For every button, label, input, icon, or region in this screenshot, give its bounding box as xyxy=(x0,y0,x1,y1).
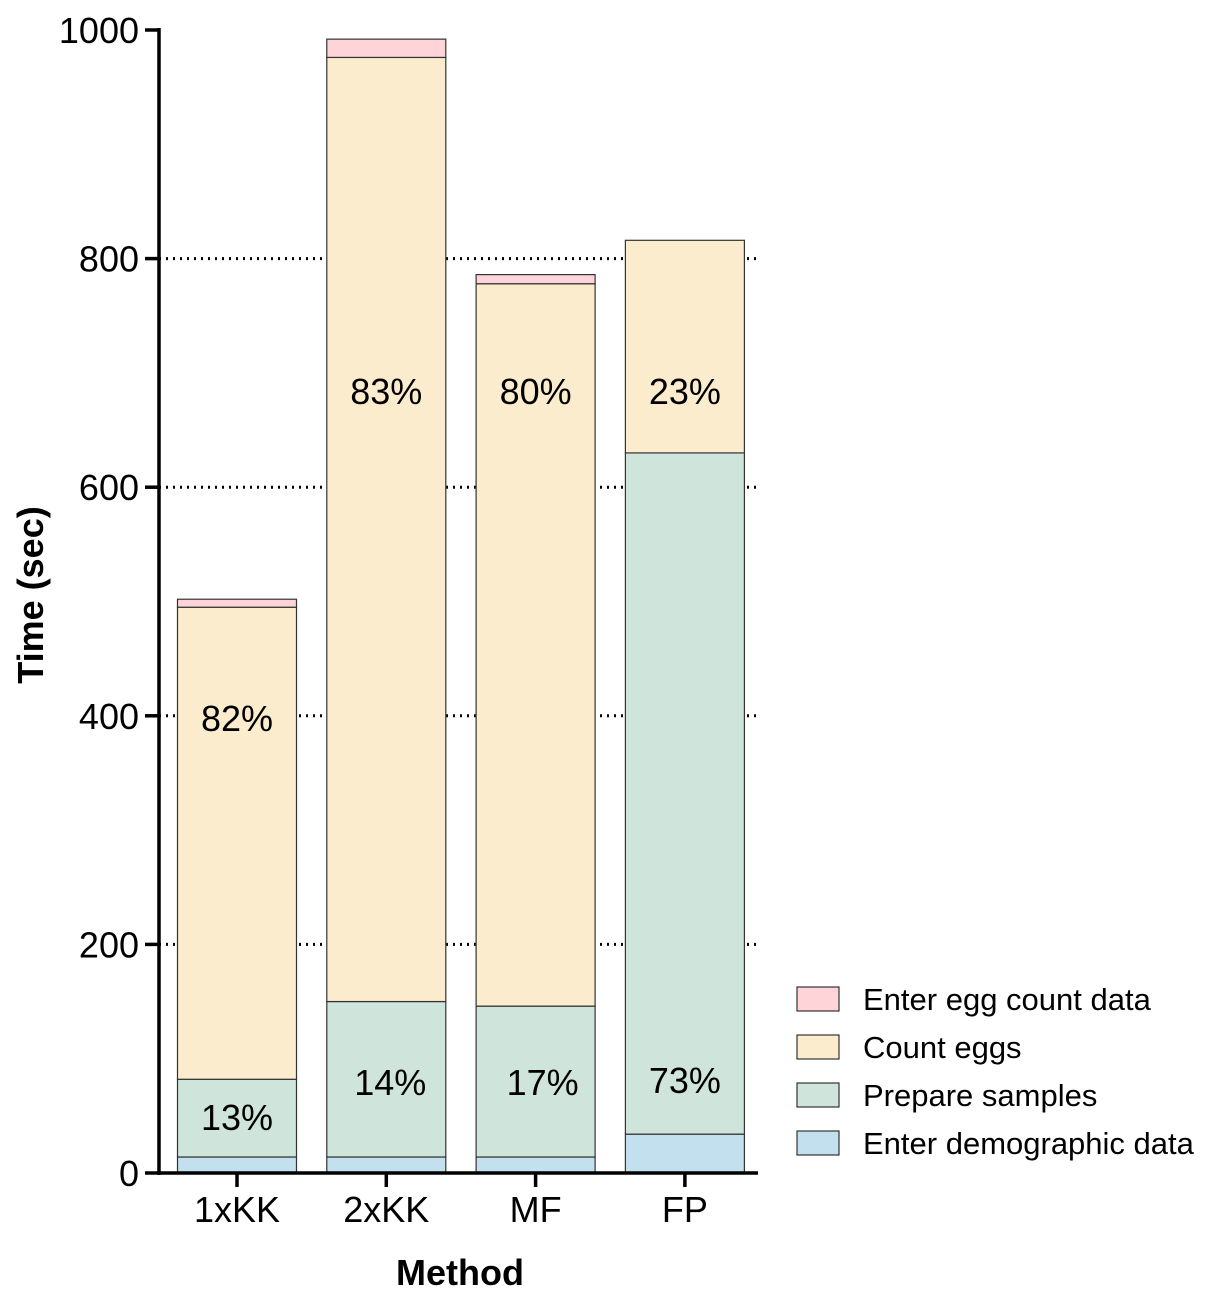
y-tick-label-1000: 1000 xyxy=(59,10,139,51)
x-axis-title: Method xyxy=(396,1252,524,1289)
percent-label-1xkk-count-eggs: 82% xyxy=(201,698,273,739)
axes: 0 200 400 600 800 1000 1xKK 2xKK MF FP xyxy=(59,10,758,1230)
bar-segment-2xKK-enter-egg-count-data xyxy=(326,38,447,59)
percent-label-1xkk-prepare-samples: 13% xyxy=(201,1097,273,1138)
bar-segment-MF-enter-demographic-data xyxy=(475,1156,596,1174)
bar-segment-MF-enter-egg-count-data xyxy=(475,274,596,285)
percent-label-fp-prepare-samples: 73% xyxy=(649,1060,721,1101)
percent-label-mf-count-eggs: 80% xyxy=(500,371,572,412)
legend-swatch-enter-egg-count-data xyxy=(796,986,840,1012)
legend-swatch-count-eggs xyxy=(796,1034,840,1060)
percent-label-2xkk-prepare-samples: 14% xyxy=(354,1062,426,1103)
y-axis-title: Time (sec) xyxy=(10,506,51,683)
y-tick-label-600: 600 xyxy=(79,467,139,508)
legend-label-enter-demographic-data: Enter demographic data xyxy=(863,1126,1195,1161)
legend-swatch-prepare-samples xyxy=(796,1082,840,1108)
bar-segment-2xKK-count-eggs xyxy=(326,56,447,1003)
x-tick-label-mf: MF xyxy=(510,1189,562,1230)
percent-label-2xkk-count-eggs: 83% xyxy=(350,371,422,412)
x-tick-label-fp: FP xyxy=(662,1189,708,1230)
legend-label-prepare-samples: Prepare samples xyxy=(863,1078,1097,1113)
bar-segment-MF-count-eggs xyxy=(475,283,596,1007)
bars xyxy=(176,38,746,1174)
bar-segment-1xKK-count-eggs xyxy=(176,606,298,1080)
bar-segment-1xKK-enter-demographic-data xyxy=(176,1156,298,1174)
y-tick-label-200: 200 xyxy=(79,924,139,965)
x-tick-label-2xkk: 2xKK xyxy=(343,1189,429,1230)
legend-swatch-enter-demographic-data xyxy=(796,1130,840,1156)
y-tick-label-400: 400 xyxy=(79,696,139,737)
bar-segment-FP-prepare-samples xyxy=(624,452,746,1135)
x-tick-label-1xkk: 1xKK xyxy=(194,1189,280,1230)
y-tick-label-800: 800 xyxy=(79,239,139,280)
bar-segment-2xKK-enter-demographic-data xyxy=(326,1156,447,1174)
legend-label-count-eggs: Count eggs xyxy=(863,1030,1022,1065)
percent-label-fp-count-eggs: 23% xyxy=(649,371,721,412)
bar-segment-1xKK-enter-egg-count-data xyxy=(176,598,298,608)
bar-segment-FP-enter-demographic-data xyxy=(624,1133,746,1174)
percent-labels: 82% 13% 83% 14% 80% 17% 23% 73% xyxy=(201,371,721,1138)
y-tick-label-0: 0 xyxy=(119,1153,139,1194)
legend: Enter egg count data Count eggs Prepare sa… xyxy=(796,982,1195,1161)
bar-segment-2xKK-prepare-samples xyxy=(326,1000,447,1158)
bar-segment-FP-count-eggs xyxy=(624,239,746,454)
percent-label-mf-prepare-samples: 17% xyxy=(507,1062,579,1103)
legend-label-enter-egg-count-data: Enter egg count data xyxy=(863,982,1152,1017)
